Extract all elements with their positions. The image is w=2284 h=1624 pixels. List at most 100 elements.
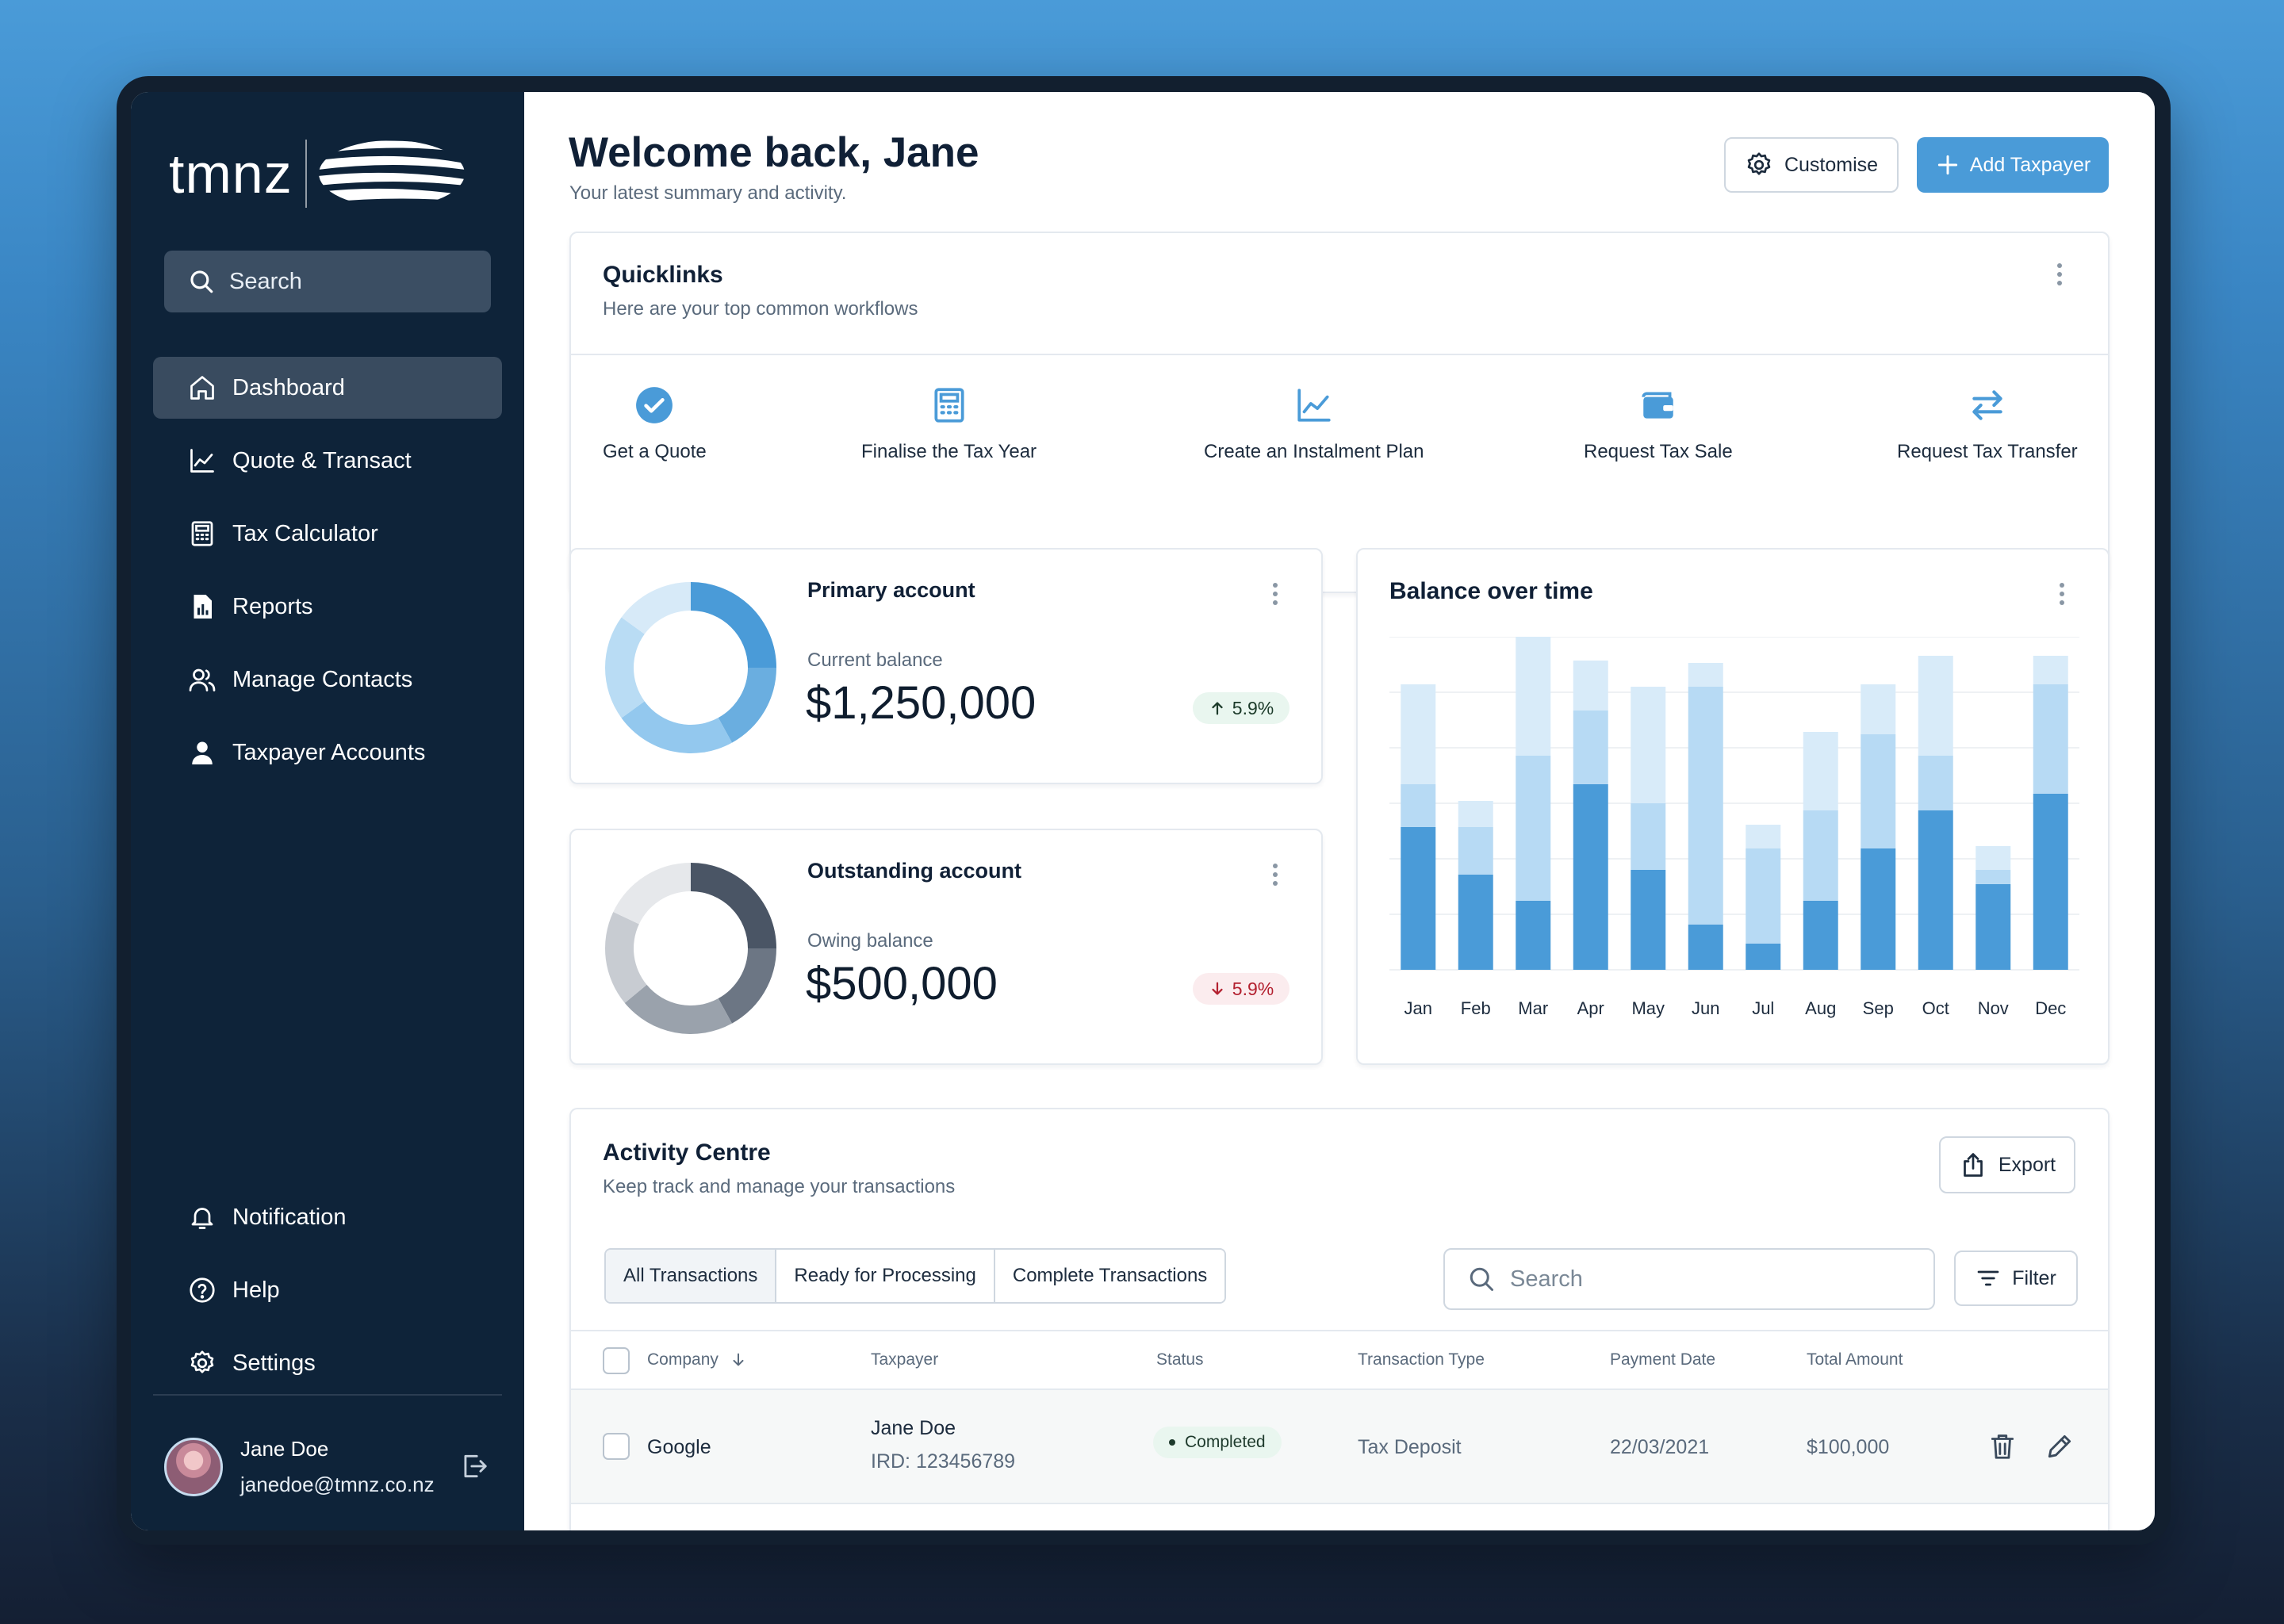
edit-icon[interactable] xyxy=(2044,1431,2075,1461)
sidebar-item-tax-calculator[interactable]: Tax Calculator xyxy=(153,503,502,565)
sidebar-item-help[interactable]: Help xyxy=(153,1259,502,1321)
activity-title: Activity Centre xyxy=(603,1139,771,1166)
quicklink-request-tax-transfer[interactable]: Request Tax Transfer xyxy=(1897,385,2078,463)
activity-centre-card: Activity Centre Keep track and manage yo… xyxy=(569,1108,2110,1530)
logo-text: tmnz xyxy=(169,143,293,205)
x-tick-label: Oct xyxy=(1922,998,1949,1018)
user-profile[interactable]: Jane Doe janedoe@tmnz.co.nz xyxy=(164,1427,497,1507)
sidebar-item-taxpayer-accounts[interactable]: Taxpayer Accounts xyxy=(153,722,502,783)
divider xyxy=(571,354,2108,355)
current-balance-label: Current balance xyxy=(807,649,943,671)
bar-segment xyxy=(1746,848,1781,944)
sidebar-item-label: Manage Contacts xyxy=(232,666,413,692)
column-taxpayer[interactable]: Taxpayer xyxy=(871,1350,939,1369)
home-icon xyxy=(190,376,214,400)
sidebar: tmnz Search Dashboard xyxy=(131,92,524,1530)
bar-segment xyxy=(1401,784,1436,827)
column-status[interactable]: Status xyxy=(1156,1350,1204,1369)
balance-bar-chart: Jan Feb Mar Apr May Jun Jul Aug Sep Oct Nov Dec xyxy=(1389,637,2079,1018)
column-total-amount[interactable]: Total Amount xyxy=(1807,1350,1903,1369)
row-checkbox[interactable] xyxy=(603,1433,630,1460)
sidebar-item-label: Settings xyxy=(232,1350,316,1376)
status-label: Completed xyxy=(1185,1433,1266,1451)
logo-mark-icon xyxy=(318,140,465,203)
export-button[interactable]: Export xyxy=(1939,1136,2075,1193)
column-label: Company xyxy=(647,1350,719,1369)
x-tick-label: Aug xyxy=(1805,998,1836,1018)
quicklink-request-tax-sale[interactable]: Request Tax Sale xyxy=(1584,385,1733,463)
donut-segment xyxy=(605,617,645,718)
donut-segment xyxy=(691,863,776,948)
x-tick-label: May xyxy=(1631,998,1665,1018)
bar-segment xyxy=(1631,803,1666,870)
sidebar-item-notification[interactable]: Notification xyxy=(153,1186,502,1248)
more-options-icon[interactable] xyxy=(1271,864,1279,886)
bar-segment xyxy=(2033,656,2068,684)
quicklink-label: Finalise the Tax Year xyxy=(861,441,1037,462)
transaction-search-input[interactable]: Search xyxy=(1443,1248,1935,1310)
bar-segment xyxy=(1516,901,1551,970)
sidebar-item-settings[interactable]: Settings xyxy=(153,1332,502,1394)
bar-segment xyxy=(1918,810,1953,970)
row-taxpayer-name: Jane Doe xyxy=(871,1417,956,1439)
owing-balance-value: $500,000 xyxy=(806,958,998,1009)
customise-button[interactable]: Customise xyxy=(1724,137,1899,193)
quicklinks-title: Quicklinks xyxy=(603,262,723,288)
transaction-tabs: All Transactions Ready for Processing Co… xyxy=(604,1248,1227,1304)
column-transaction-type[interactable]: Transaction Type xyxy=(1358,1350,1485,1369)
column-payment-date[interactable]: Payment Date xyxy=(1610,1350,1716,1369)
export-icon xyxy=(1964,1153,1983,1177)
sidebar-item-quote-transact[interactable]: Quote & Transact xyxy=(153,430,502,492)
sidebar-search-input[interactable]: Search xyxy=(164,251,491,312)
x-tick-label: Feb xyxy=(1461,998,1491,1018)
logout-icon[interactable] xyxy=(459,1451,489,1481)
avatar[interactable] xyxy=(164,1438,223,1496)
help-icon xyxy=(190,1277,215,1303)
user-name: Jane Doe xyxy=(240,1437,329,1461)
brand-logo[interactable]: tmnz xyxy=(169,140,466,208)
transfer-icon xyxy=(1972,390,2002,420)
tab-ready-for-processing[interactable]: Ready for Processing xyxy=(776,1250,995,1302)
outstanding-account-card: Outstanding account Owing balance $500,0… xyxy=(569,829,1323,1065)
status-dot xyxy=(1169,1439,1175,1446)
more-options-icon[interactable] xyxy=(2058,583,2066,605)
sidebar-item-manage-contacts[interactable]: Manage Contacts xyxy=(153,649,502,710)
trash-icon[interactable] xyxy=(1987,1431,2018,1461)
filter-button[interactable]: Filter xyxy=(1954,1251,2078,1306)
bar-segment xyxy=(1976,884,2011,970)
owing-change-badge: 5.9% xyxy=(1193,973,1290,1005)
table-header: Company Taxpayer Status Transaction Type… xyxy=(571,1330,2108,1390)
owing-balance-label: Owing balance xyxy=(807,930,933,952)
select-all-checkbox[interactable] xyxy=(603,1347,630,1374)
bar-segment xyxy=(1688,925,1723,970)
bar-segment xyxy=(1918,656,1953,756)
search-icon xyxy=(190,270,213,293)
tab-complete-transactions[interactable]: Complete Transactions xyxy=(994,1250,1225,1302)
table-row[interactable]: Google Jane Doe IRD: 123456789 Completed… xyxy=(571,1390,2108,1504)
quicklink-instalment-plan[interactable]: Create an Instalment Plan xyxy=(1204,385,1424,463)
column-company[interactable]: Company xyxy=(647,1350,747,1369)
sidebar-item-reports[interactable]: Reports xyxy=(153,576,502,638)
donut-segment xyxy=(691,582,776,668)
quicklink-get-a-quote[interactable]: Get a Quote xyxy=(603,385,707,463)
primary-account-title: Primary account xyxy=(807,578,975,602)
filter-icon xyxy=(1977,1270,1999,1286)
user-info: Jane Doe janedoe@tmnz.co.nz xyxy=(240,1437,435,1497)
bar-segment xyxy=(2033,684,2068,794)
export-label: Export xyxy=(1998,1153,2056,1176)
bar-segment xyxy=(1458,875,1493,970)
bar-segment xyxy=(1573,661,1608,710)
more-options-icon[interactable] xyxy=(2056,263,2064,285)
sidebar-item-dashboard[interactable]: Dashboard xyxy=(153,357,502,419)
sidebar-item-label: Help xyxy=(232,1277,280,1303)
row-payment-date: 22/03/2021 xyxy=(1610,1436,1710,1458)
more-options-icon[interactable] xyxy=(1271,583,1279,605)
x-tick-label: Nov xyxy=(1978,998,2009,1018)
tab-all-transactions[interactable]: All Transactions xyxy=(606,1250,777,1302)
add-taxpayer-button[interactable]: Add Taxpayer xyxy=(1917,137,2109,193)
bar-segment xyxy=(1861,734,1896,848)
status-badge: Completed xyxy=(1153,1427,1282,1458)
donut-segment xyxy=(621,701,733,753)
sort-down-icon[interactable] xyxy=(730,1351,747,1369)
quicklink-finalise-tax-year[interactable]: Finalise the Tax Year xyxy=(861,385,1037,463)
